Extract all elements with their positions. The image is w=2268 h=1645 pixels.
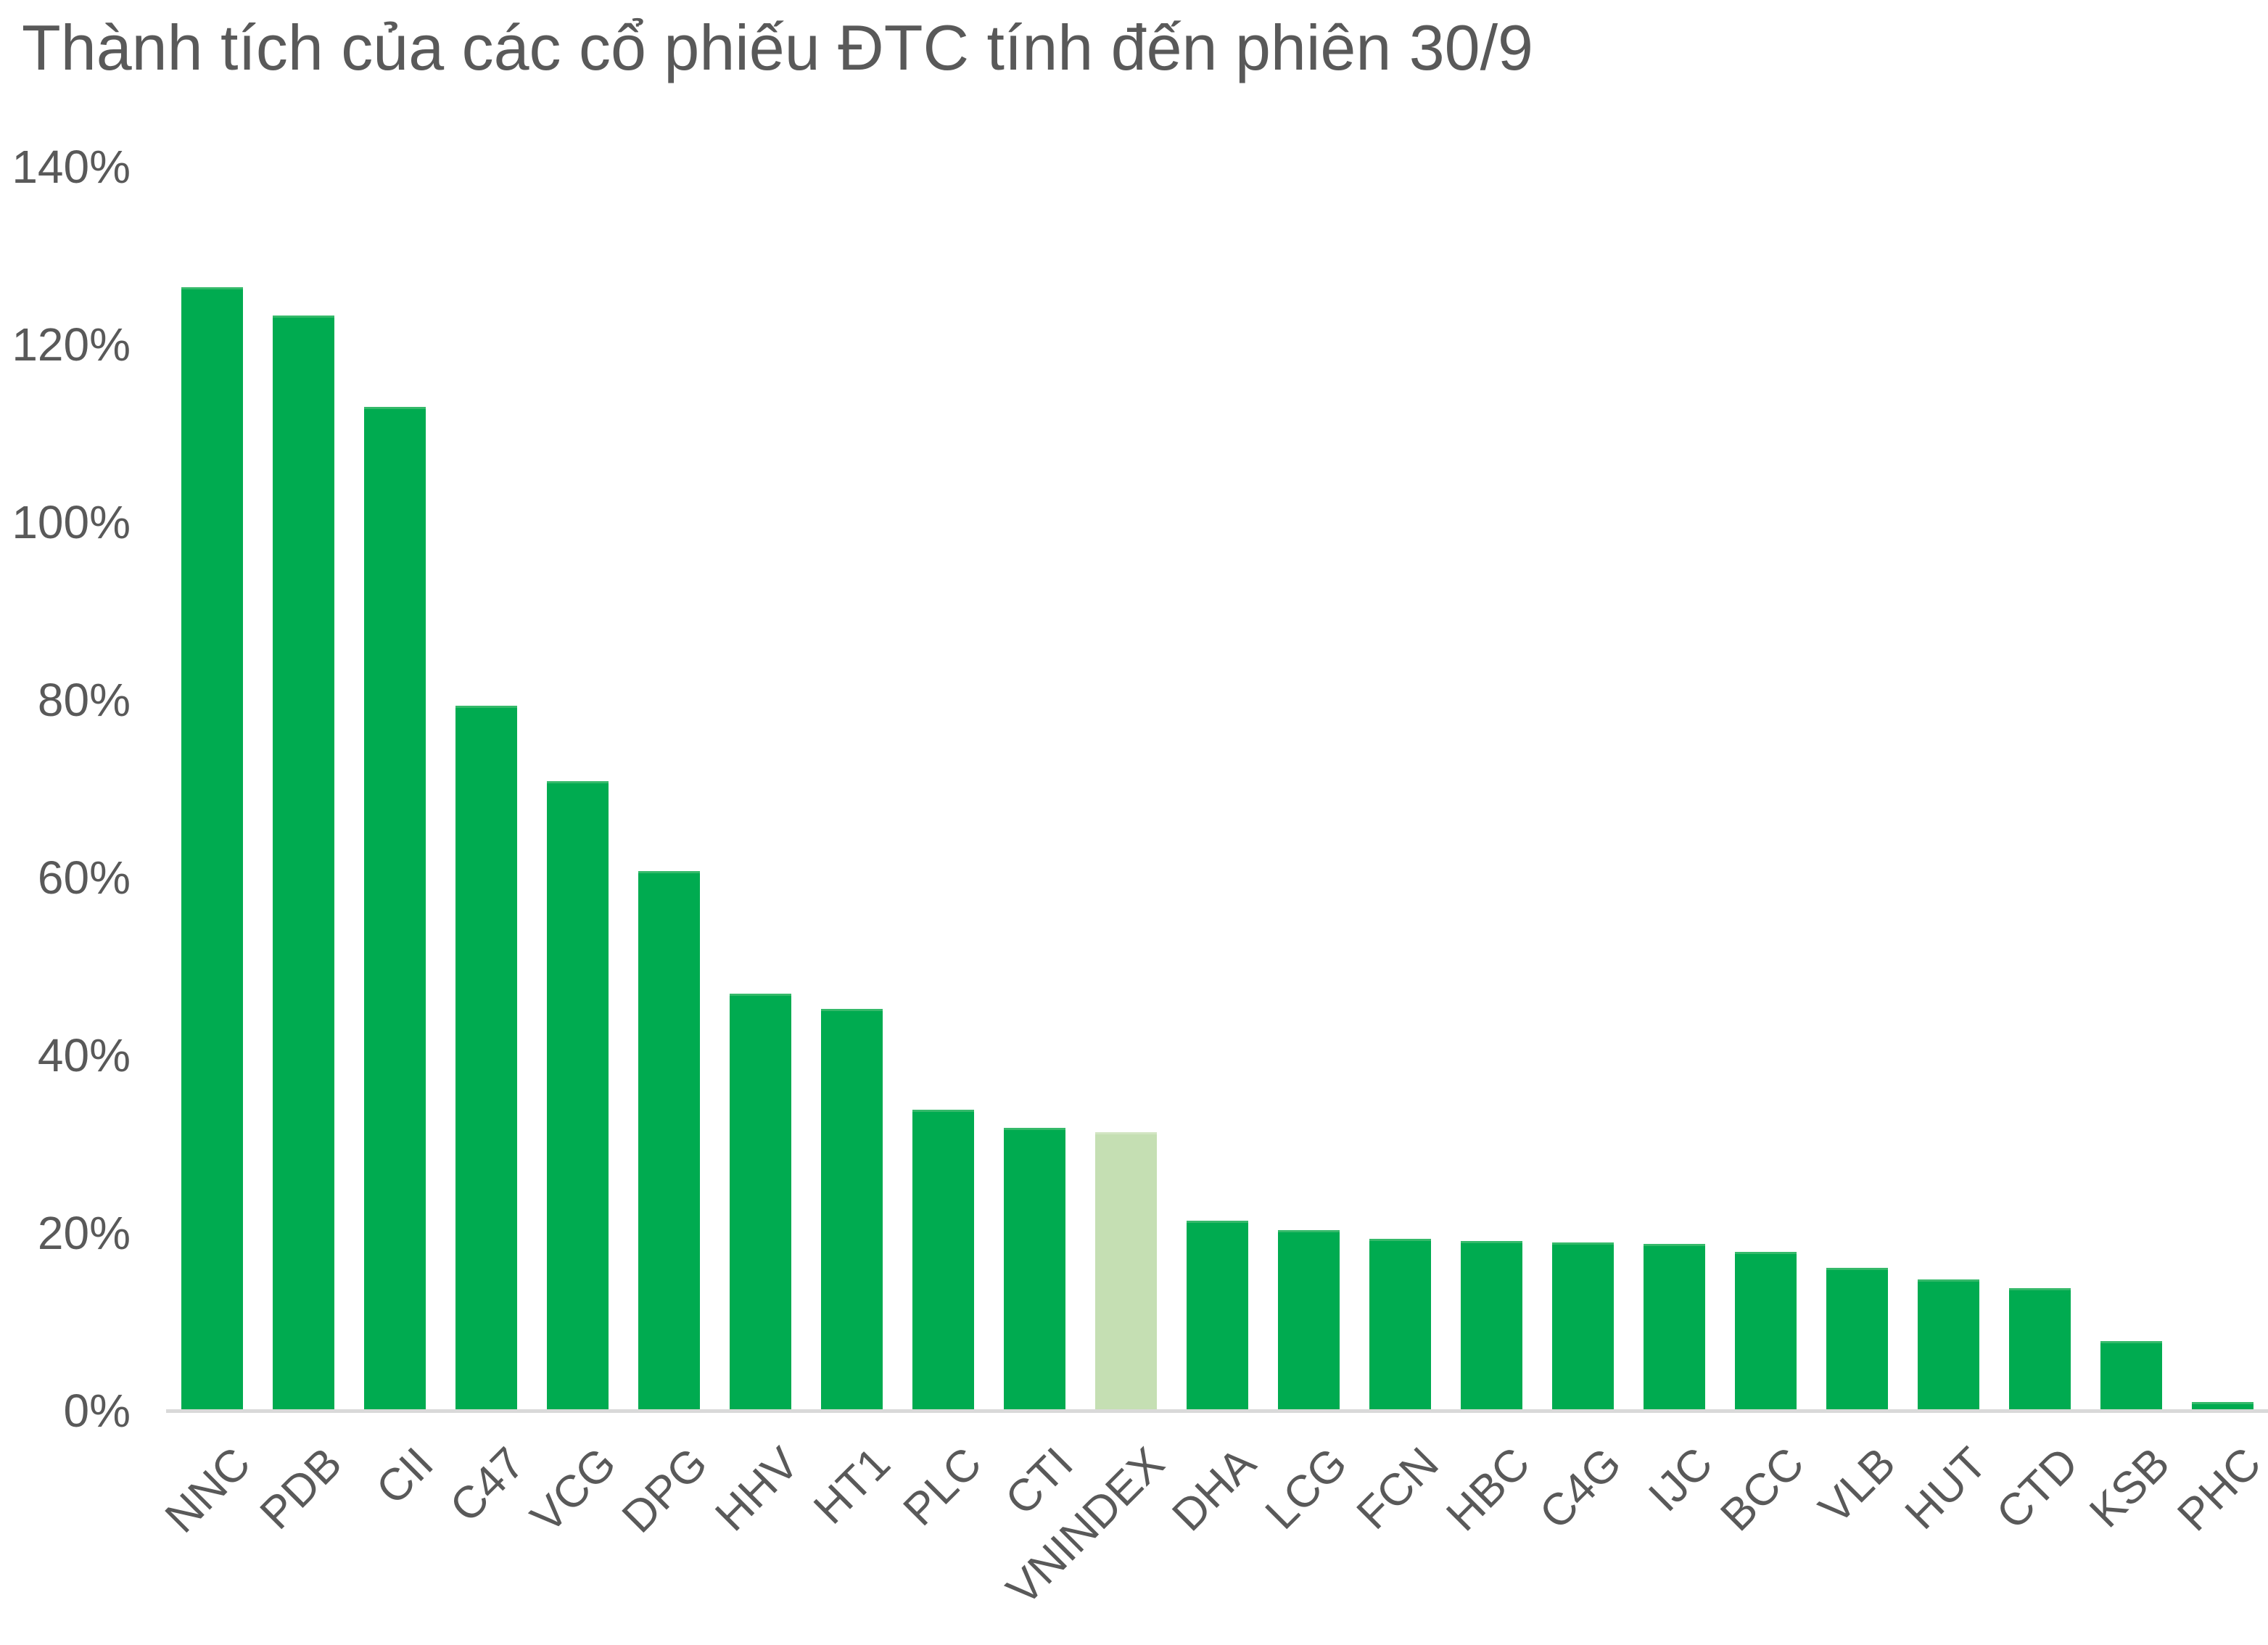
bar-cii [363,407,426,1409]
ytick-label-80: 80% [37,674,131,726]
bar-plc [912,1110,974,1409]
bar-vlb [1826,1268,1888,1409]
chart-title: Thành tích của các cổ phiếu ĐTC tính đến… [22,12,1533,83]
bar-lcg [1277,1229,1340,1409]
bar-nnc [181,286,243,1409]
bar-ctd [2008,1288,2071,1409]
bar-c47 [455,705,517,1409]
bar-ksb [2100,1340,2162,1409]
ytick-label-20: 20% [37,1207,131,1259]
bar-bcc [1734,1252,1797,1409]
bar-hhv [729,993,791,1409]
bar-vnindex [1094,1131,1157,1409]
bar-pdb [272,316,334,1409]
ytick-label-40: 40% [37,1029,131,1081]
bar-c4g [1551,1242,1614,1409]
x-axis-line [166,1409,2268,1413]
ytick-label-60: 60% [37,852,131,904]
bar-dpg [638,870,700,1409]
bar-ht1 [820,1008,883,1409]
bar-cti [1003,1127,1065,1409]
ytick-label-100: 100% [12,496,131,548]
ytick-label-140: 140% [12,141,131,193]
ytick-label-120: 120% [12,318,131,371]
bar-hbc [1460,1241,1522,1409]
bar-vcg [546,780,609,1409]
bar-fcn [1369,1238,1431,1409]
bar-dha [1186,1221,1248,1409]
bar-ijc [1643,1244,1705,1409]
bar-phc [2191,1402,2253,1409]
bar-hut [1917,1279,1979,1409]
ytick-label-0: 0% [63,1385,131,1437]
